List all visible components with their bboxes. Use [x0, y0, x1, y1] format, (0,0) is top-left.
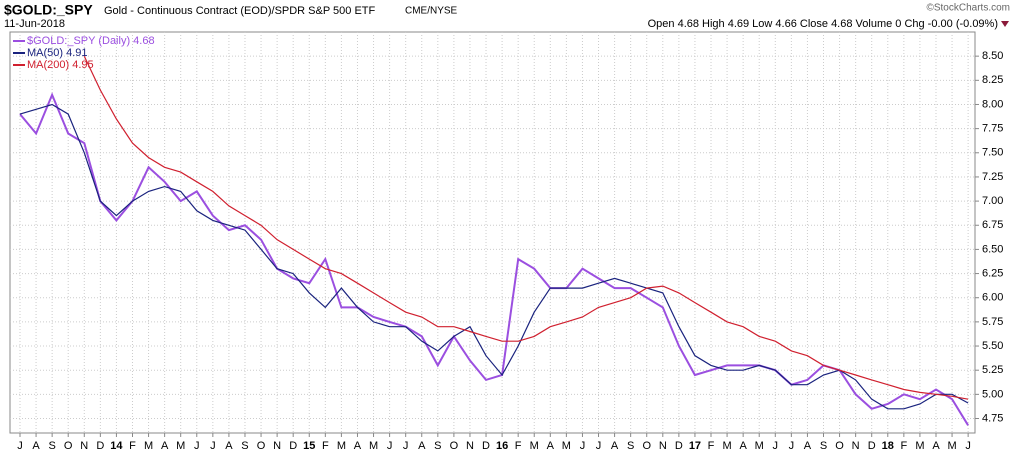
y-tick-label: 4.75 — [982, 412, 1003, 424]
x-tick-label: A — [804, 440, 812, 452]
y-tick-label: 6.50 — [982, 243, 1003, 255]
y-tick-label: 6.00 — [982, 292, 1003, 304]
x-tick-label: J — [403, 440, 409, 452]
x-tick-label: 18 — [882, 440, 894, 452]
x-tick-label: A — [225, 440, 233, 452]
x-tick-label: A — [739, 440, 747, 452]
x-tick-label: 16 — [496, 440, 508, 452]
x-tick-label: O — [642, 440, 651, 452]
x-tick-label: F — [708, 440, 715, 452]
x-tick-label: J — [773, 440, 779, 452]
series-line — [83, 55, 969, 400]
x-tick-label: D — [482, 440, 490, 452]
plot-frame — [9, 31, 976, 434]
quote: Open 4.68 High 4.69 Low 4.66 Close 4.68 … — [648, 18, 998, 30]
y-tick-label: 6.25 — [982, 267, 1003, 279]
x-tick-label: J — [194, 440, 200, 452]
x-tick-label: M — [144, 440, 153, 452]
y-tick-label: 7.75 — [982, 123, 1003, 135]
legend-label: MA(200) 4.95 — [27, 59, 94, 71]
y-tick-label: 5.00 — [982, 388, 1003, 400]
x-tick-label: 14 — [110, 440, 123, 452]
x-tick-label: N — [466, 440, 474, 452]
y-tick-label: 8.00 — [982, 98, 1003, 110]
x-tick-label: A — [354, 440, 362, 452]
x-tick-label: D — [868, 440, 876, 452]
x-tick-label: F — [129, 440, 136, 452]
x-tick-label: F — [322, 440, 329, 452]
y-tick-label: 6.75 — [982, 219, 1003, 231]
x-tick-label: J — [965, 440, 971, 452]
x-tick-label: S — [241, 440, 248, 452]
x-tick-label: N — [659, 440, 667, 452]
x-tick-label: S — [434, 440, 441, 452]
x-tick-label: M — [722, 440, 731, 452]
x-tick-label: N — [852, 440, 860, 452]
x-tick-label: S — [820, 440, 827, 452]
source: ©StockCharts.com — [926, 3, 1010, 14]
x-tick-label: O — [450, 440, 459, 452]
exchange: CME/NYSE — [405, 6, 458, 17]
x-tick-label: F — [515, 440, 522, 452]
x-tick-label: N — [273, 440, 281, 452]
x-tick-label: J — [580, 440, 586, 452]
x-tick-label: S — [48, 440, 55, 452]
y-tick-label: 5.50 — [982, 340, 1003, 352]
y-tick-label: 7.25 — [982, 171, 1003, 183]
x-tick-label: M — [337, 440, 346, 452]
x-tick-label: J — [387, 440, 393, 452]
y-tick-label: 5.25 — [982, 364, 1003, 376]
x-tick-label: M — [369, 440, 378, 452]
y-tick-label: 7.50 — [982, 147, 1003, 159]
x-tick-label: A — [932, 440, 940, 452]
x-tick-label: S — [627, 440, 634, 452]
y-tick-label: 5.75 — [982, 316, 1003, 328]
x-tick-label: M — [755, 440, 764, 452]
legend-label: MA(50) 4.91 — [27, 47, 88, 59]
y-tick-label: 7.00 — [982, 195, 1003, 207]
y-tick-label: 8.50 — [982, 50, 1003, 62]
x-tick-label: A — [418, 440, 426, 452]
series-line — [19, 103, 969, 410]
x-tick-label: A — [611, 440, 619, 452]
x-tick-label: O — [64, 440, 73, 452]
down-arrow — [1001, 21, 1009, 27]
chart-title: Gold - Continuous Contract (EOD)/SPDR S&… — [104, 5, 376, 17]
x-tick-label: A — [547, 440, 555, 452]
x-tick-label: J — [210, 440, 216, 452]
x-tick-label: O — [257, 440, 266, 452]
x-tick-label: F — [900, 440, 907, 452]
x-tick-label: A — [32, 440, 40, 452]
x-tick-label: M — [915, 440, 924, 452]
date: 11-Jun-2018 — [4, 18, 65, 30]
legend-label: $GOLD:_SPY (Daily) 4.68 — [27, 35, 155, 47]
x-tick-label: N — [80, 440, 88, 452]
x-tick-label: A — [161, 440, 169, 452]
x-tick-label: D — [675, 440, 683, 452]
x-tick-label: J — [596, 440, 602, 452]
x-tick-label: D — [96, 440, 104, 452]
x-tick-label: 17 — [689, 440, 701, 452]
x-tick-label: M — [530, 440, 539, 452]
x-tick-label: D — [289, 440, 297, 452]
y-tick-label: 8.25 — [982, 74, 1003, 86]
x-tick-label: J — [17, 440, 23, 452]
x-tick-label: M — [947, 440, 956, 452]
symbol: $GOLD:_SPY — [4, 2, 93, 18]
x-tick-label: 15 — [303, 440, 315, 452]
x-tick-label: O — [835, 440, 844, 452]
x-tick-label: M — [562, 440, 571, 452]
series-line — [19, 92, 969, 426]
x-tick-label: M — [176, 440, 185, 452]
x-tick-label: J — [789, 440, 795, 452]
